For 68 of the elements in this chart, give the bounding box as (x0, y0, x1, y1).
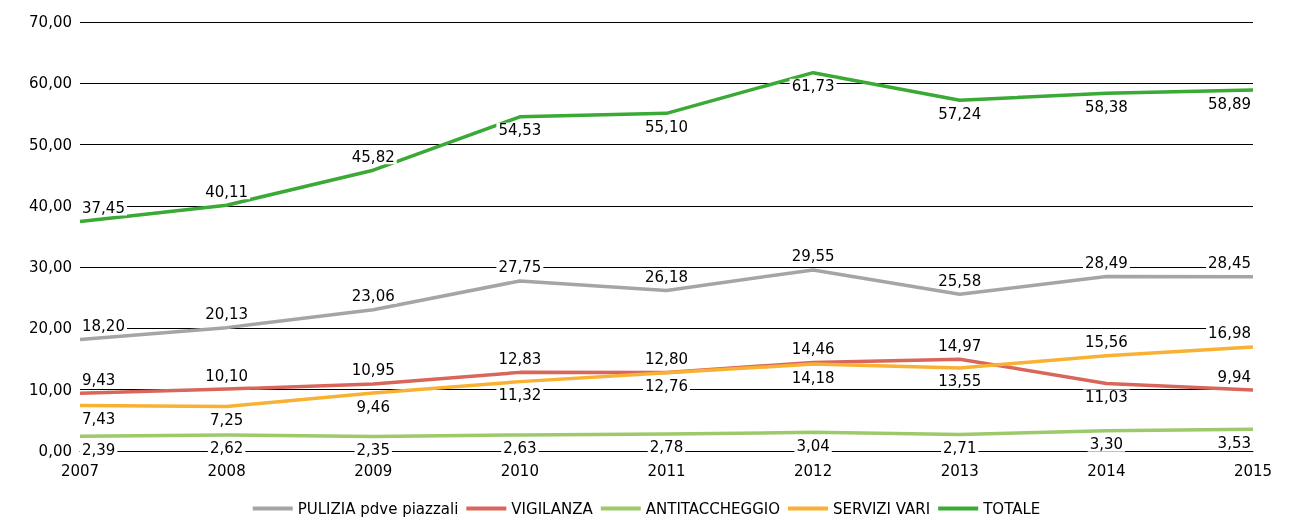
data-label: 61,73 (791, 77, 835, 96)
data-label: 10,10 (205, 366, 249, 385)
data-label: 2,71 (943, 438, 977, 457)
data-label: 18,20 (82, 316, 125, 335)
data-label: 26,18 (645, 268, 688, 287)
data-label: 9,46 (356, 397, 390, 416)
data-label: 45,82 (351, 147, 395, 166)
data-label: 29,55 (791, 247, 835, 266)
data-label: 2,39 (82, 440, 116, 459)
data-label: 9,94 (1217, 367, 1251, 386)
data-label: 55,10 (645, 117, 688, 136)
data-label: 16,98 (1208, 324, 1251, 343)
data-label: 14,97 (938, 336, 982, 355)
y-tick-label: 60,00 (29, 74, 72, 93)
data-label: 11,32 (498, 386, 542, 405)
x-tick-label: 2013 (940, 461, 979, 480)
x-tick-label: 2010 (500, 461, 539, 480)
legend-label: TOTALE (982, 499, 1041, 518)
data-label: 3,04 (796, 436, 830, 455)
data-label: 11,03 (1084, 387, 1128, 406)
data-label: 10,95 (351, 361, 395, 380)
y-tick-label: 0,00 (38, 442, 72, 460)
y-tick-label: 30,00 (29, 258, 72, 277)
data-label: 58,89 (1208, 94, 1251, 113)
y-tick-label: 10,00 (29, 380, 72, 399)
data-label: 23,06 (351, 287, 395, 306)
x-tick-label: 2009 (354, 461, 393, 480)
legend-label: PULIZIA pdve piazzali (297, 499, 459, 518)
data-label: 14,46 (791, 339, 835, 358)
legend-label: ANTITACCHEGGIO (645, 499, 781, 518)
y-tick-label: 70,00 (29, 13, 72, 31)
legend-label: VIGILANZA (511, 499, 594, 518)
data-label: 12,83 (498, 349, 542, 368)
y-tick-label: 50,00 (29, 135, 72, 154)
data-label: 28,45 (1208, 254, 1251, 273)
data-label: 40,11 (205, 182, 249, 201)
data-label: 58,38 (1084, 97, 1128, 116)
data-label: 20,13 (205, 305, 249, 324)
data-label: 7,25 (209, 411, 244, 430)
data-label: 28,49 (1084, 253, 1128, 272)
data-label: 12,76 (645, 377, 688, 396)
y-tick-label: 40,00 (29, 196, 72, 215)
y-tick-label: 20,00 (29, 319, 72, 338)
data-label: 54,53 (498, 121, 542, 140)
data-label: 57,24 (938, 104, 982, 123)
data-label: 27,75 (498, 258, 542, 277)
data-label: 7,43 (82, 409, 116, 428)
data-label: 37,45 (82, 198, 125, 217)
data-label: 3,30 (1089, 435, 1124, 454)
legend-label: SERVIZI VARI (833, 499, 931, 518)
x-tick-label: 2012 (794, 461, 833, 480)
data-label: 3,53 (1217, 433, 1251, 452)
data-label: 2,35 (356, 441, 390, 460)
data-label: 2,62 (209, 439, 244, 458)
x-tick-label: 2015 (1233, 461, 1273, 480)
x-tick-label: 2014 (1087, 461, 1126, 480)
data-label: 2,78 (649, 438, 684, 457)
data-label: 15,56 (1084, 333, 1128, 352)
x-tick-label: 2007 (60, 461, 100, 480)
data-label: 14,18 (791, 368, 835, 387)
data-label: 12,80 (645, 350, 688, 369)
data-label: 9,43 (82, 370, 116, 389)
x-tick-label: 2008 (207, 461, 246, 480)
data-label: 25,58 (938, 271, 982, 290)
x-tick-label: 2011 (647, 461, 686, 480)
data-label: 2,63 (503, 439, 537, 458)
line-series (78, 70, 1255, 224)
data-label: 13,55 (938, 372, 982, 391)
